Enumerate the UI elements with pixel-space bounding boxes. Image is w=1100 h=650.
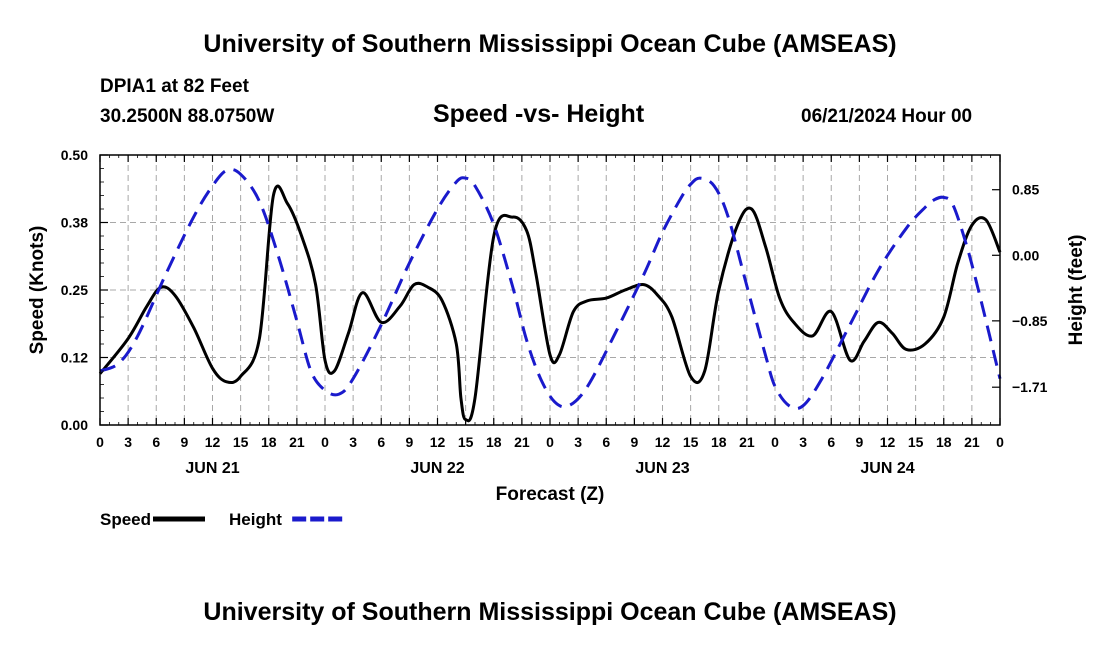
x-tick-label: 9: [405, 434, 413, 450]
x-tick-label: 0: [321, 434, 329, 450]
chart-title: Speed -vs- Height: [433, 100, 645, 128]
x-tick-label: 21: [739, 434, 755, 450]
x-tick-label: 18: [936, 434, 952, 450]
x-tick-label: 0: [546, 434, 554, 450]
grid-lines: [100, 155, 1000, 425]
x-tick-label: 21: [514, 434, 530, 450]
x-tick-label: 15: [908, 434, 924, 450]
y-right-tick-label: −0.85: [1012, 313, 1048, 329]
x-tick-label: 3: [349, 434, 357, 450]
x-tick-label: 15: [458, 434, 474, 450]
date-label: JUN 21: [185, 460, 239, 477]
y-left-tick-label: 0.50: [61, 147, 88, 163]
x-tick-label: 12: [430, 434, 446, 450]
y-left-tick-label: 0.00: [61, 417, 88, 433]
chart-footer-title: University of Southern Mississippi Ocean…: [203, 598, 897, 626]
series-lines: [98, 167, 1002, 423]
x-tick-label: 12: [655, 434, 671, 450]
axis-labels: 0 3 6 9 12 15 18 21 0 3 6 9 12 15 18 21 0 3 6 9 12 15 18 21 0 3 6 9…: [27, 147, 1087, 505]
y-right-tick-label: 0.00: [1012, 247, 1039, 263]
x-tick-label: 0: [996, 434, 1004, 450]
x-tick-label: 9: [630, 434, 638, 450]
x-tick-label: 6: [827, 434, 835, 450]
x-tick-label: 12: [880, 434, 896, 450]
x-axis-title: Forecast (Z): [496, 484, 605, 505]
x-tick-label: 15: [233, 434, 249, 450]
date-label: JUN 23: [635, 460, 689, 477]
x-tick-label: 0: [96, 434, 104, 450]
x-tick-label: 9: [855, 434, 863, 450]
y-left-tick-label: 0.38: [61, 215, 88, 231]
axes: [99, 154, 1001, 426]
x-tick-label: 6: [377, 434, 385, 450]
x-tick-label: 18: [261, 434, 277, 450]
y-right-tick-label: 0.85: [1012, 182, 1039, 198]
y-right-tick-label: −1.71: [1012, 379, 1048, 395]
x-tick-label: 3: [124, 434, 132, 450]
station-name: DPIA1 at 82 Feet: [100, 76, 249, 97]
date-label: JUN 22: [410, 460, 464, 477]
forecast-datetime: 06/21/2024 Hour 00: [801, 106, 973, 127]
y-left-tick-label: 0.25: [61, 282, 88, 298]
x-tick-label: 21: [964, 434, 980, 450]
x-tick-label: 18: [486, 434, 502, 450]
x-tick-label: 6: [152, 434, 160, 450]
x-tick-label: 3: [799, 434, 807, 450]
x-tick-label: 9: [180, 434, 188, 450]
date-label: JUN 24: [860, 460, 914, 477]
x-tick-label: 21: [289, 434, 305, 450]
x-tick-label: 0: [771, 434, 779, 450]
y-left-tick-label: 0.12: [61, 350, 88, 366]
legend-label-height: Height: [229, 510, 282, 529]
legend-label-speed: Speed: [100, 510, 151, 529]
x-tick-label: 15: [683, 434, 699, 450]
legend: Speed Height: [100, 510, 345, 529]
x-tick-label: 3: [574, 434, 582, 450]
station-coordinates: 30.2500N 88.0750W: [100, 106, 275, 127]
series-line-speed: [98, 184, 1002, 423]
x-tick-label: 18: [711, 434, 727, 450]
x-tick-label: 12: [205, 434, 221, 450]
y-left-axis-title: Speed (Knots): [27, 226, 48, 355]
x-tick-label: 6: [602, 434, 610, 450]
y-right-axis-title: Height (feet): [1066, 235, 1087, 346]
chart-header-title: University of Southern Mississippi Ocean…: [203, 30, 897, 58]
series-line-height: [99, 167, 1002, 411]
